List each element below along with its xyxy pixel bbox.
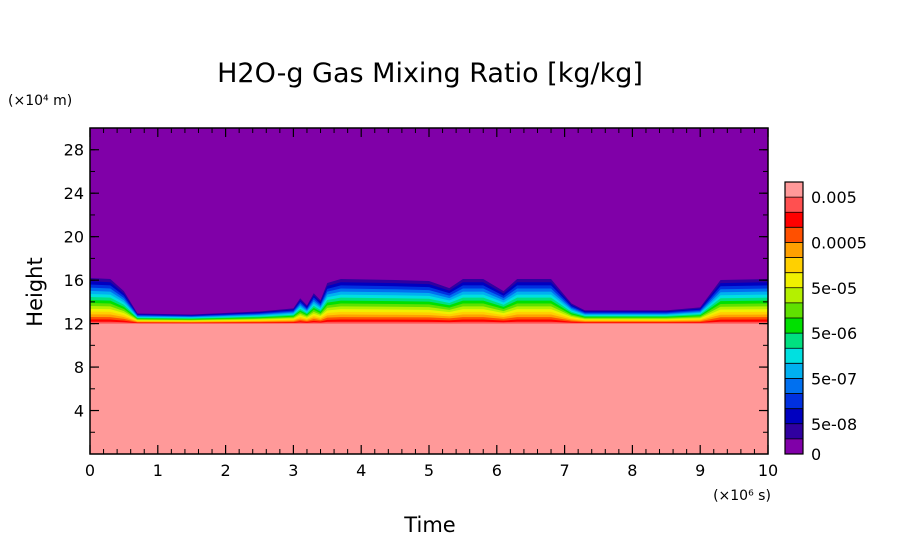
- chart-title: H2O-g Gas Mixing Ratio [kg/kg]: [217, 58, 643, 89]
- x-tick-label: 1: [153, 461, 163, 480]
- colorbar-swatch: [785, 333, 803, 349]
- x-axis-label: Time: [403, 513, 455, 537]
- x-tick-label: 3: [288, 461, 298, 480]
- y-tick-label: 20: [64, 228, 84, 247]
- colorbar-label: 5e-07: [811, 369, 857, 388]
- colorbar-swatch: [785, 272, 803, 289]
- colorbar-swatch: [785, 408, 803, 425]
- x-tick-label: 2: [221, 461, 231, 480]
- y-tick-label: 24: [64, 184, 84, 203]
- x-tick-label: 10: [758, 461, 778, 480]
- x-tick-label: 0: [85, 461, 95, 480]
- x-tick-label: 7: [560, 461, 570, 480]
- colorbar: 0.005 0.0005 5e-05 5e-06 5e-07 5e-08 0: [784, 181, 867, 464]
- lower-region: [90, 323, 768, 454]
- y-tick-label: 12: [64, 315, 84, 334]
- colorbar-swatch: [785, 378, 803, 395]
- colorbar-swatch: [785, 363, 803, 379]
- y-tick-label: 4: [74, 402, 84, 421]
- y-tick-label: 8: [74, 358, 84, 377]
- y-axis-label: Height: [23, 257, 47, 326]
- colorbar-swatch: [785, 257, 803, 274]
- colorbar-swatch: [785, 302, 803, 319]
- x-tick-label: 9: [695, 461, 705, 480]
- colorbar-swatch: [785, 423, 803, 440]
- colorbar-label: 5e-05: [811, 279, 857, 298]
- plot-area: [90, 128, 768, 454]
- colorbar-swatch: [785, 287, 803, 304]
- x-tick-label: 6: [492, 461, 502, 480]
- colorbar-label: 5e-06: [811, 324, 857, 343]
- colorbar-swatch: [785, 242, 803, 259]
- y-tick-label: 16: [64, 271, 84, 290]
- colorbar-label: 5e-08: [811, 415, 857, 434]
- x-axis-multiplier: (×10⁶ s): [713, 488, 771, 504]
- colorbar-label: 0: [811, 445, 821, 464]
- colorbar-swatch: [785, 182, 803, 198]
- contour-field: [90, 128, 768, 454]
- colorbar-label: 0.0005: [811, 233, 867, 252]
- colorbar-swatch: [785, 318, 803, 334]
- colorbar-swatch: [785, 438, 803, 455]
- x-tick-label: 5: [424, 461, 434, 480]
- x-tick-label: 8: [627, 461, 637, 480]
- x-tick-label: 4: [356, 461, 366, 480]
- y-tick-label: 28: [64, 141, 84, 160]
- colorbar-swatch: [785, 348, 803, 364]
- colorbar-swatch: [785, 227, 803, 243]
- y-axis-multiplier: (×10⁴ m): [8, 93, 72, 109]
- colorbar-label: 0.005: [811, 188, 857, 207]
- colorbar-swatch: [785, 212, 803, 228]
- colorbar-swatch: [785, 393, 803, 410]
- colorbar-swatch: [785, 197, 803, 213]
